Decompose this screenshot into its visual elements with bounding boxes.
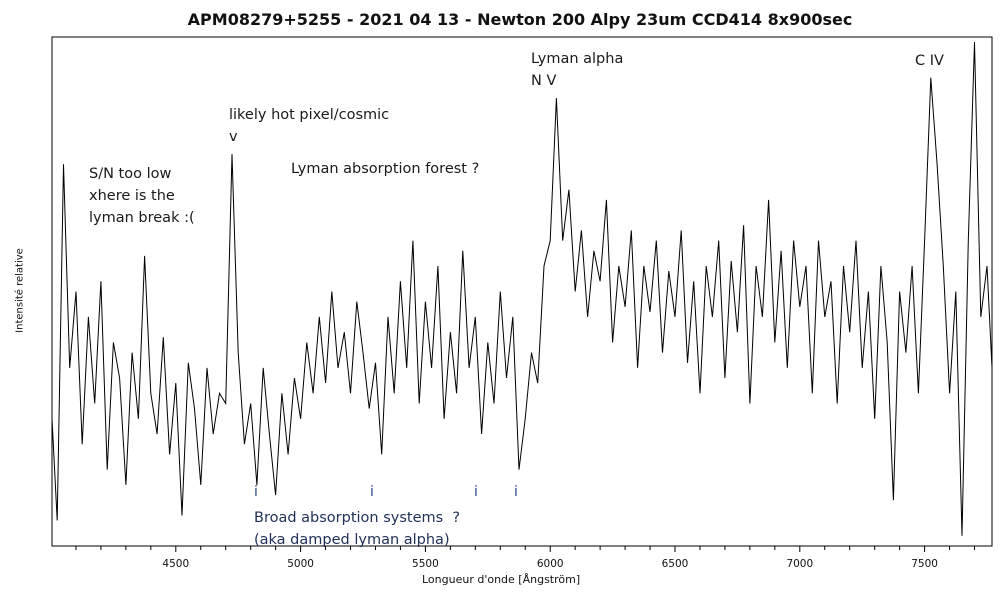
annotation-hot-pixel: likely hot pixel/cosmic v	[229, 107, 390, 145]
x-tick-label: 6500	[662, 558, 689, 570]
absorption-marker: i	[254, 484, 258, 500]
x-tick-label: 4500	[162, 558, 189, 570]
x-tick-label: 7000	[786, 558, 813, 570]
annotation-civ: C IV	[915, 53, 944, 69]
x-tick-label: 6000	[537, 558, 564, 570]
chart-title: APM08279+5255 - 2021 04 13 - Newton 200 …	[187, 10, 853, 29]
absorption-marker: i	[514, 484, 518, 500]
x-tick-label: 5500	[412, 558, 439, 570]
absorption-marker: i	[370, 484, 374, 500]
x-tick-label: 7500	[911, 558, 938, 570]
x-axis-label: Longueur d'onde [Ångström]	[422, 573, 581, 586]
annotation-sn-low: S/N too low xhere is the lyman break :(	[89, 166, 195, 226]
x-tick-label: 5000	[287, 558, 314, 570]
spectrum-line	[51, 42, 993, 536]
annotation-broad-absorption: Broad absorption systems ? (aka damped l…	[254, 510, 461, 548]
annotation-lyman-forest: Lyman absorption forest ?	[291, 161, 480, 177]
plot-frame	[51, 36, 993, 547]
x-axis-ticks: 4500 5000 5500 6000 6500 7000 7500	[75, 546, 976, 570]
absorption-marker: i	[474, 484, 478, 500]
annotation-lyman-alpha-nv: Lyman alpha N V	[531, 51, 624, 89]
